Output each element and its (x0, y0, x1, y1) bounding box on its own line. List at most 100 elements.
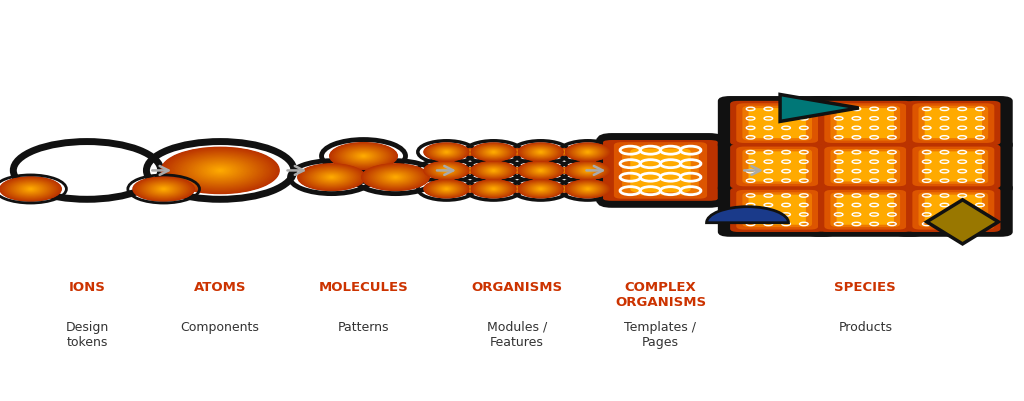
Circle shape (560, 150, 568, 154)
Circle shape (359, 176, 368, 179)
Circle shape (562, 170, 566, 171)
Circle shape (510, 186, 524, 192)
Circle shape (434, 147, 459, 157)
Circle shape (463, 168, 477, 173)
Circle shape (439, 177, 454, 182)
Text: ATOMS: ATOMS (194, 281, 247, 294)
Circle shape (376, 165, 384, 168)
Circle shape (161, 188, 166, 190)
Circle shape (445, 179, 447, 180)
Circle shape (361, 176, 366, 178)
Circle shape (525, 146, 556, 158)
Circle shape (487, 177, 500, 182)
Circle shape (328, 176, 336, 179)
Circle shape (466, 187, 474, 190)
Circle shape (514, 151, 520, 154)
Circle shape (481, 147, 506, 157)
Circle shape (536, 187, 546, 191)
Circle shape (570, 164, 605, 177)
Circle shape (13, 182, 48, 196)
Circle shape (535, 159, 547, 164)
Circle shape (471, 162, 516, 179)
Circle shape (568, 181, 607, 196)
Circle shape (515, 170, 519, 171)
Circle shape (376, 165, 383, 168)
Circle shape (475, 163, 512, 178)
Circle shape (210, 166, 230, 174)
Circle shape (584, 169, 592, 172)
Circle shape (369, 167, 422, 188)
Circle shape (481, 184, 506, 194)
Circle shape (358, 175, 369, 179)
Circle shape (575, 184, 600, 194)
Circle shape (440, 150, 453, 154)
Circle shape (559, 187, 569, 191)
Circle shape (557, 168, 571, 173)
Circle shape (584, 150, 592, 154)
Circle shape (474, 163, 513, 178)
Circle shape (510, 168, 524, 173)
Circle shape (473, 144, 514, 160)
Circle shape (518, 180, 563, 198)
FancyBboxPatch shape (894, 96, 1013, 150)
Circle shape (432, 165, 461, 176)
Circle shape (350, 151, 377, 161)
Circle shape (531, 148, 550, 156)
Circle shape (489, 160, 498, 163)
Circle shape (464, 186, 476, 191)
FancyBboxPatch shape (912, 147, 994, 186)
Circle shape (218, 170, 222, 171)
Circle shape (318, 172, 344, 182)
Circle shape (515, 151, 519, 153)
Circle shape (528, 147, 553, 157)
Circle shape (338, 163, 357, 170)
Circle shape (557, 186, 571, 192)
Circle shape (577, 148, 599, 156)
Circle shape (184, 156, 256, 184)
Circle shape (586, 151, 590, 153)
Circle shape (432, 183, 461, 194)
Circle shape (487, 177, 500, 182)
Circle shape (530, 148, 551, 156)
Circle shape (570, 182, 605, 196)
Circle shape (493, 179, 495, 180)
Circle shape (371, 163, 389, 170)
Circle shape (538, 169, 544, 172)
Circle shape (581, 186, 595, 192)
Circle shape (378, 166, 381, 167)
Circle shape (443, 178, 450, 181)
Circle shape (567, 144, 608, 160)
Circle shape (467, 169, 473, 172)
Circle shape (427, 181, 466, 196)
Circle shape (586, 179, 590, 180)
Circle shape (492, 170, 496, 171)
Circle shape (513, 150, 521, 154)
Circle shape (442, 160, 451, 163)
Circle shape (561, 151, 567, 154)
Circle shape (536, 178, 546, 182)
Circle shape (583, 159, 593, 163)
Circle shape (370, 163, 389, 170)
Circle shape (573, 146, 602, 158)
Circle shape (377, 166, 382, 168)
Circle shape (431, 146, 462, 158)
Circle shape (464, 150, 476, 154)
Circle shape (360, 155, 367, 157)
Circle shape (441, 178, 452, 182)
Circle shape (372, 164, 387, 170)
Circle shape (442, 178, 451, 181)
Circle shape (468, 151, 472, 153)
Circle shape (513, 169, 521, 172)
Circle shape (344, 165, 351, 168)
Circle shape (535, 177, 547, 182)
Circle shape (515, 170, 519, 171)
Circle shape (582, 150, 594, 154)
Circle shape (512, 168, 522, 172)
Circle shape (437, 167, 456, 174)
Circle shape (476, 164, 511, 177)
Circle shape (338, 163, 356, 170)
Circle shape (486, 149, 501, 155)
FancyBboxPatch shape (631, 149, 691, 192)
Circle shape (465, 150, 475, 154)
Circle shape (481, 166, 506, 175)
